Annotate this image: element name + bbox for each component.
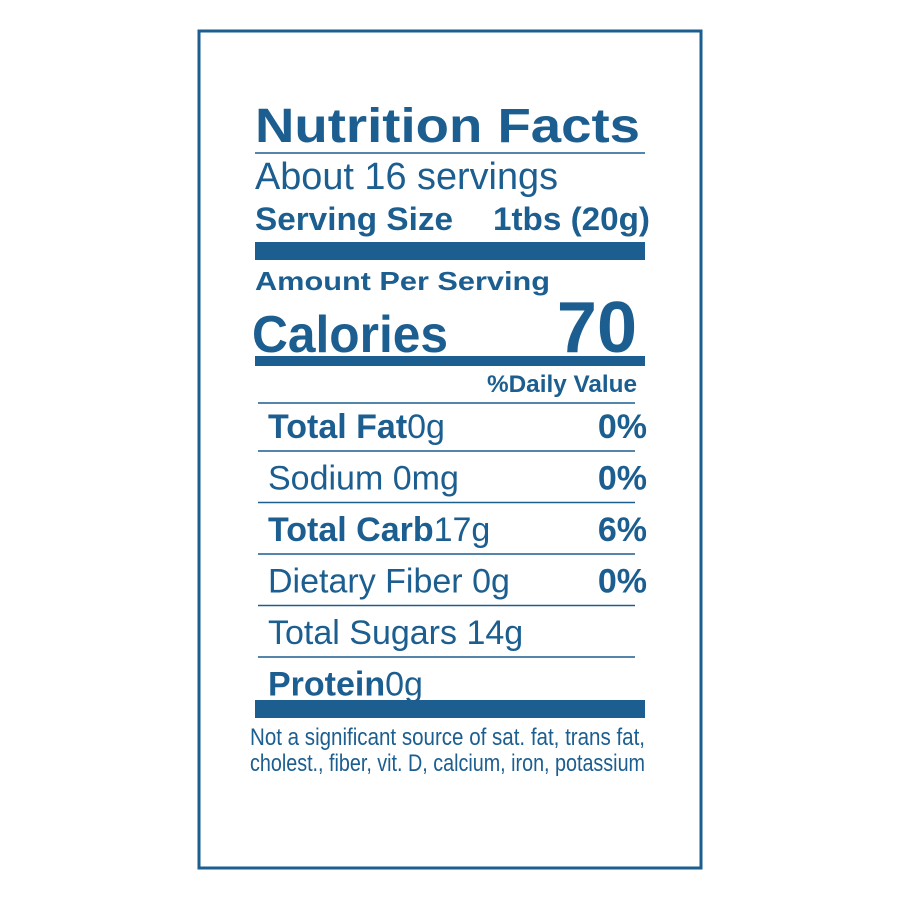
daily-value: 0% (598, 563, 647, 601)
daily-value: 0% (598, 408, 647, 446)
nutrient-row: Total Carb17g (268, 511, 490, 549)
thick-bar (255, 700, 645, 718)
nutrient-name: Total Fat (268, 408, 407, 446)
daily-value: 6% (598, 511, 647, 549)
title: Nutrition Facts (255, 100, 640, 153)
footnote-line: cholest., fiber, vit. D, calcium, iron, … (250, 750, 645, 777)
footnote-line: Not a significant source of sat. fat, tr… (250, 724, 645, 751)
nutrient-row: Protein0g (268, 666, 423, 704)
nutrient-name: Total Sugars (268, 614, 457, 652)
nutrient-row: Dietary Fiber 0g (268, 563, 510, 601)
nutrient-amount: 0mg (393, 460, 459, 498)
thick-bar (255, 356, 645, 366)
nutrient-amount: 0g (385, 666, 423, 704)
nutrient-rows: Total Fat0g 0%Sodium 0mg 0%Total Carb17g 6%… (258, 408, 647, 704)
serving-size-value: 1tbs (20g) (493, 201, 650, 237)
nutrient-row: Total Sugars 14g (268, 614, 523, 652)
nutrient-name: Protein (268, 666, 385, 704)
nutrient-amount: 17g (434, 511, 491, 549)
calories-value: 70 (557, 288, 637, 368)
servings: About 16 servings (255, 156, 558, 198)
thick-bar (255, 242, 645, 260)
label-border (197, 29, 703, 870)
daily-value: 0% (598, 460, 647, 498)
nutrient-amount: 0g (472, 563, 510, 601)
nutrient-row: Sodium 0mg (268, 460, 459, 498)
nutrient-amount: 14g (466, 614, 523, 652)
nutrient-name: Total Carb (268, 511, 434, 549)
calories-label: Calories (252, 306, 448, 364)
footnote: Not a significant source of sat. fat, tr… (250, 724, 645, 777)
amount-per-serving: Amount Per Serving (255, 266, 550, 296)
nutrient-amount: 0g (407, 408, 445, 446)
nutrient-name: Dietary Fiber (268, 563, 463, 601)
serving-size-label: Serving Size (255, 201, 453, 237)
daily-value-header: %Daily Value (487, 371, 637, 398)
nutrient-row: Total Fat0g (268, 408, 445, 446)
nutrient-name: Sodium (268, 460, 383, 498)
